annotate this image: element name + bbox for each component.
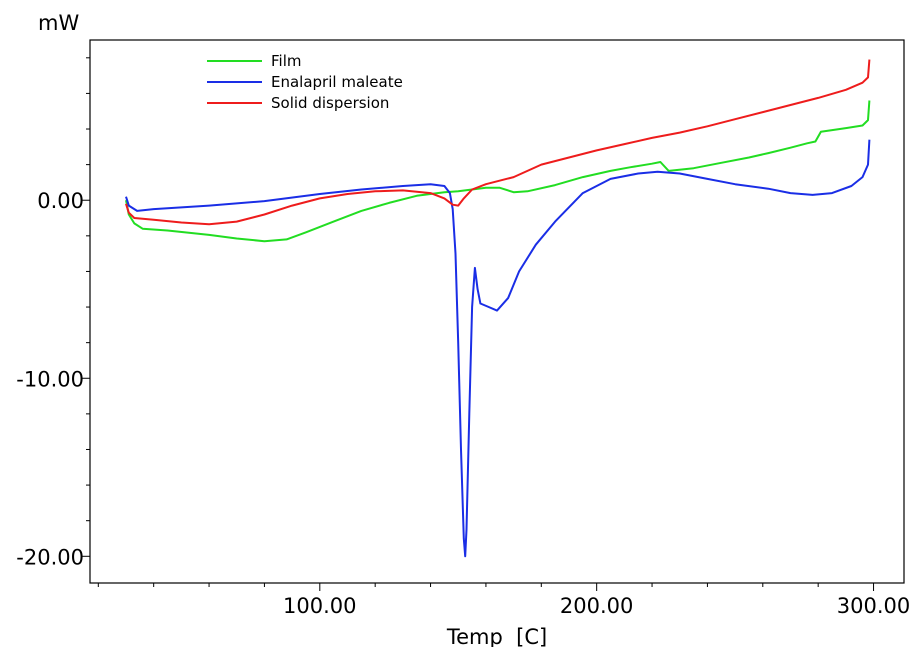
x-axis-title: Temp [C] xyxy=(446,625,547,647)
series-layer xyxy=(125,59,871,558)
legend-label-1: Enalapril maleate xyxy=(271,73,403,91)
y-axis-title: mW xyxy=(38,11,79,35)
y-tick-label: 0.00 xyxy=(37,189,84,213)
legend: Film Enalapril maleate Solid dispersion xyxy=(207,52,403,112)
y-tick-label: -10.00 xyxy=(16,367,84,391)
plot-frame xyxy=(89,39,905,584)
ticks-layer: 100.00 200.00 300.00 0.00 -10.00 -20.00 xyxy=(16,57,910,618)
y-tick-label: -20.00 xyxy=(16,545,84,569)
x-tick-label: 100.00 xyxy=(283,594,356,618)
legend-label-0: Film xyxy=(271,52,301,70)
x-tick-label: 300.00 xyxy=(837,594,910,618)
series-line-1 xyxy=(125,139,871,558)
legend-label-2: Solid dispersion xyxy=(271,94,389,112)
series-line-0 xyxy=(125,100,871,243)
series-line-2 xyxy=(125,59,871,226)
x-tick-label: 200.00 xyxy=(560,594,633,618)
